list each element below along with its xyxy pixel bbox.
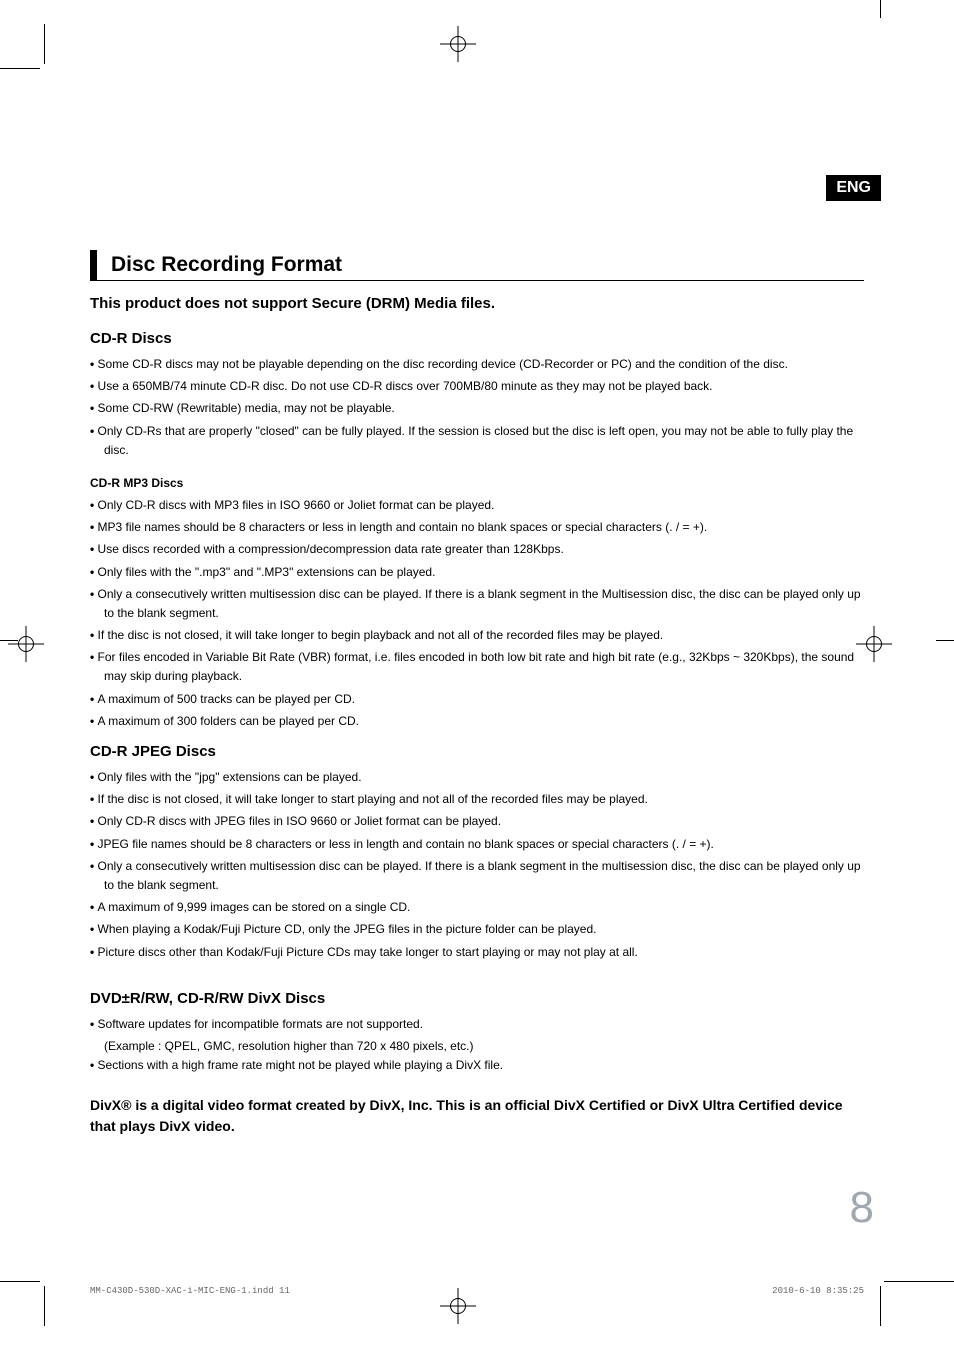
list-item: If the disc is not closed, it will take …: [90, 790, 864, 809]
divx-example: (Example : QPEL, GMC, resolution higher …: [90, 1037, 864, 1056]
crop-mark: [0, 1281, 40, 1282]
registration-mark: [440, 26, 476, 62]
divx-list-2: Sections with a high frame rate might no…: [90, 1056, 864, 1075]
list-item: Only a consecutively written multisessio…: [90, 857, 864, 895]
list-item: Only CD-Rs that are properly "closed" ca…: [90, 422, 864, 460]
crop-mark: [884, 1281, 954, 1282]
cdr-list: Some CD-R discs may not be playable depe…: [90, 355, 864, 460]
list-item: Only files with the ".mp3" and ".MP3" ex…: [90, 563, 864, 582]
list-item: If the disc is not closed, it will take …: [90, 626, 864, 645]
section-heading-cdr: CD-R Discs: [90, 330, 864, 347]
list-item: Use a 650MB/74 minute CD-R disc. Do not …: [90, 377, 864, 396]
list-item: Sections with a high frame rate might no…: [90, 1056, 864, 1075]
page-number: 8: [850, 1183, 874, 1233]
mp3-list: Only CD-R discs with MP3 files in ISO 96…: [90, 496, 864, 731]
divx-certification-notice: DivX® is a digital video format created …: [90, 1095, 864, 1137]
print-footer: MM-C430D-530D-XAC-i-MIC-ENG-1.indd 11 20…: [90, 1286, 864, 1296]
list-item: When playing a Kodak/Fuji Picture CD, on…: [90, 920, 864, 939]
divx-list: Software updates for incompatible format…: [90, 1015, 864, 1034]
jpeg-list: Only files with the "jpg" extensions can…: [90, 768, 864, 962]
list-item: Some CD-R discs may not be playable depe…: [90, 355, 864, 374]
crop-mark: [880, 0, 881, 18]
crop-mark: [44, 24, 45, 64]
list-item: Use discs recorded with a compression/de…: [90, 540, 864, 559]
section-heading-divx: DVD±R/RW, CD-R/RW DivX Discs: [90, 990, 864, 1007]
footer-filename: MM-C430D-530D-XAC-i-MIC-ENG-1.indd 11: [90, 1286, 290, 1296]
page-content: Disc Recording Format This product does …: [90, 250, 864, 1137]
list-item: Picture discs other than Kodak/Fuji Pict…: [90, 943, 864, 962]
main-heading: Disc Recording Format: [90, 250, 864, 281]
list-item: MP3 file names should be 8 characters or…: [90, 518, 864, 537]
list-item: Only files with the "jpg" extensions can…: [90, 768, 864, 787]
list-item: For files encoded in Variable Bit Rate (…: [90, 648, 864, 686]
crop-mark: [936, 640, 954, 641]
crop-mark: [0, 68, 40, 69]
list-item: A maximum of 9,999 images can be stored …: [90, 898, 864, 917]
section-heading-mp3: CD-R MP3 Discs: [90, 476, 864, 490]
crop-mark: [44, 1286, 45, 1326]
list-item: Software updates for incompatible format…: [90, 1015, 864, 1034]
list-item: Only a consecutively written multisessio…: [90, 585, 864, 623]
footer-timestamp: 2010-6-10 8:35:25: [772, 1286, 864, 1296]
list-item: Some CD-RW (Rewritable) media, may not b…: [90, 399, 864, 418]
registration-mark: [8, 626, 44, 662]
list-item: A maximum of 500 tracks can be played pe…: [90, 690, 864, 709]
drm-notice: This product does not support Secure (DR…: [90, 295, 864, 312]
list-item: A maximum of 300 folders can be played p…: [90, 712, 864, 731]
list-item: Only CD-R discs with MP3 files in ISO 96…: [90, 496, 864, 515]
language-badge: ENG: [826, 175, 881, 201]
list-item: JPEG file names should be 8 characters o…: [90, 835, 864, 854]
list-item: Only CD-R discs with JPEG files in ISO 9…: [90, 812, 864, 831]
crop-mark: [880, 1286, 881, 1326]
section-heading-jpeg: CD-R JPEG Discs: [90, 743, 864, 760]
